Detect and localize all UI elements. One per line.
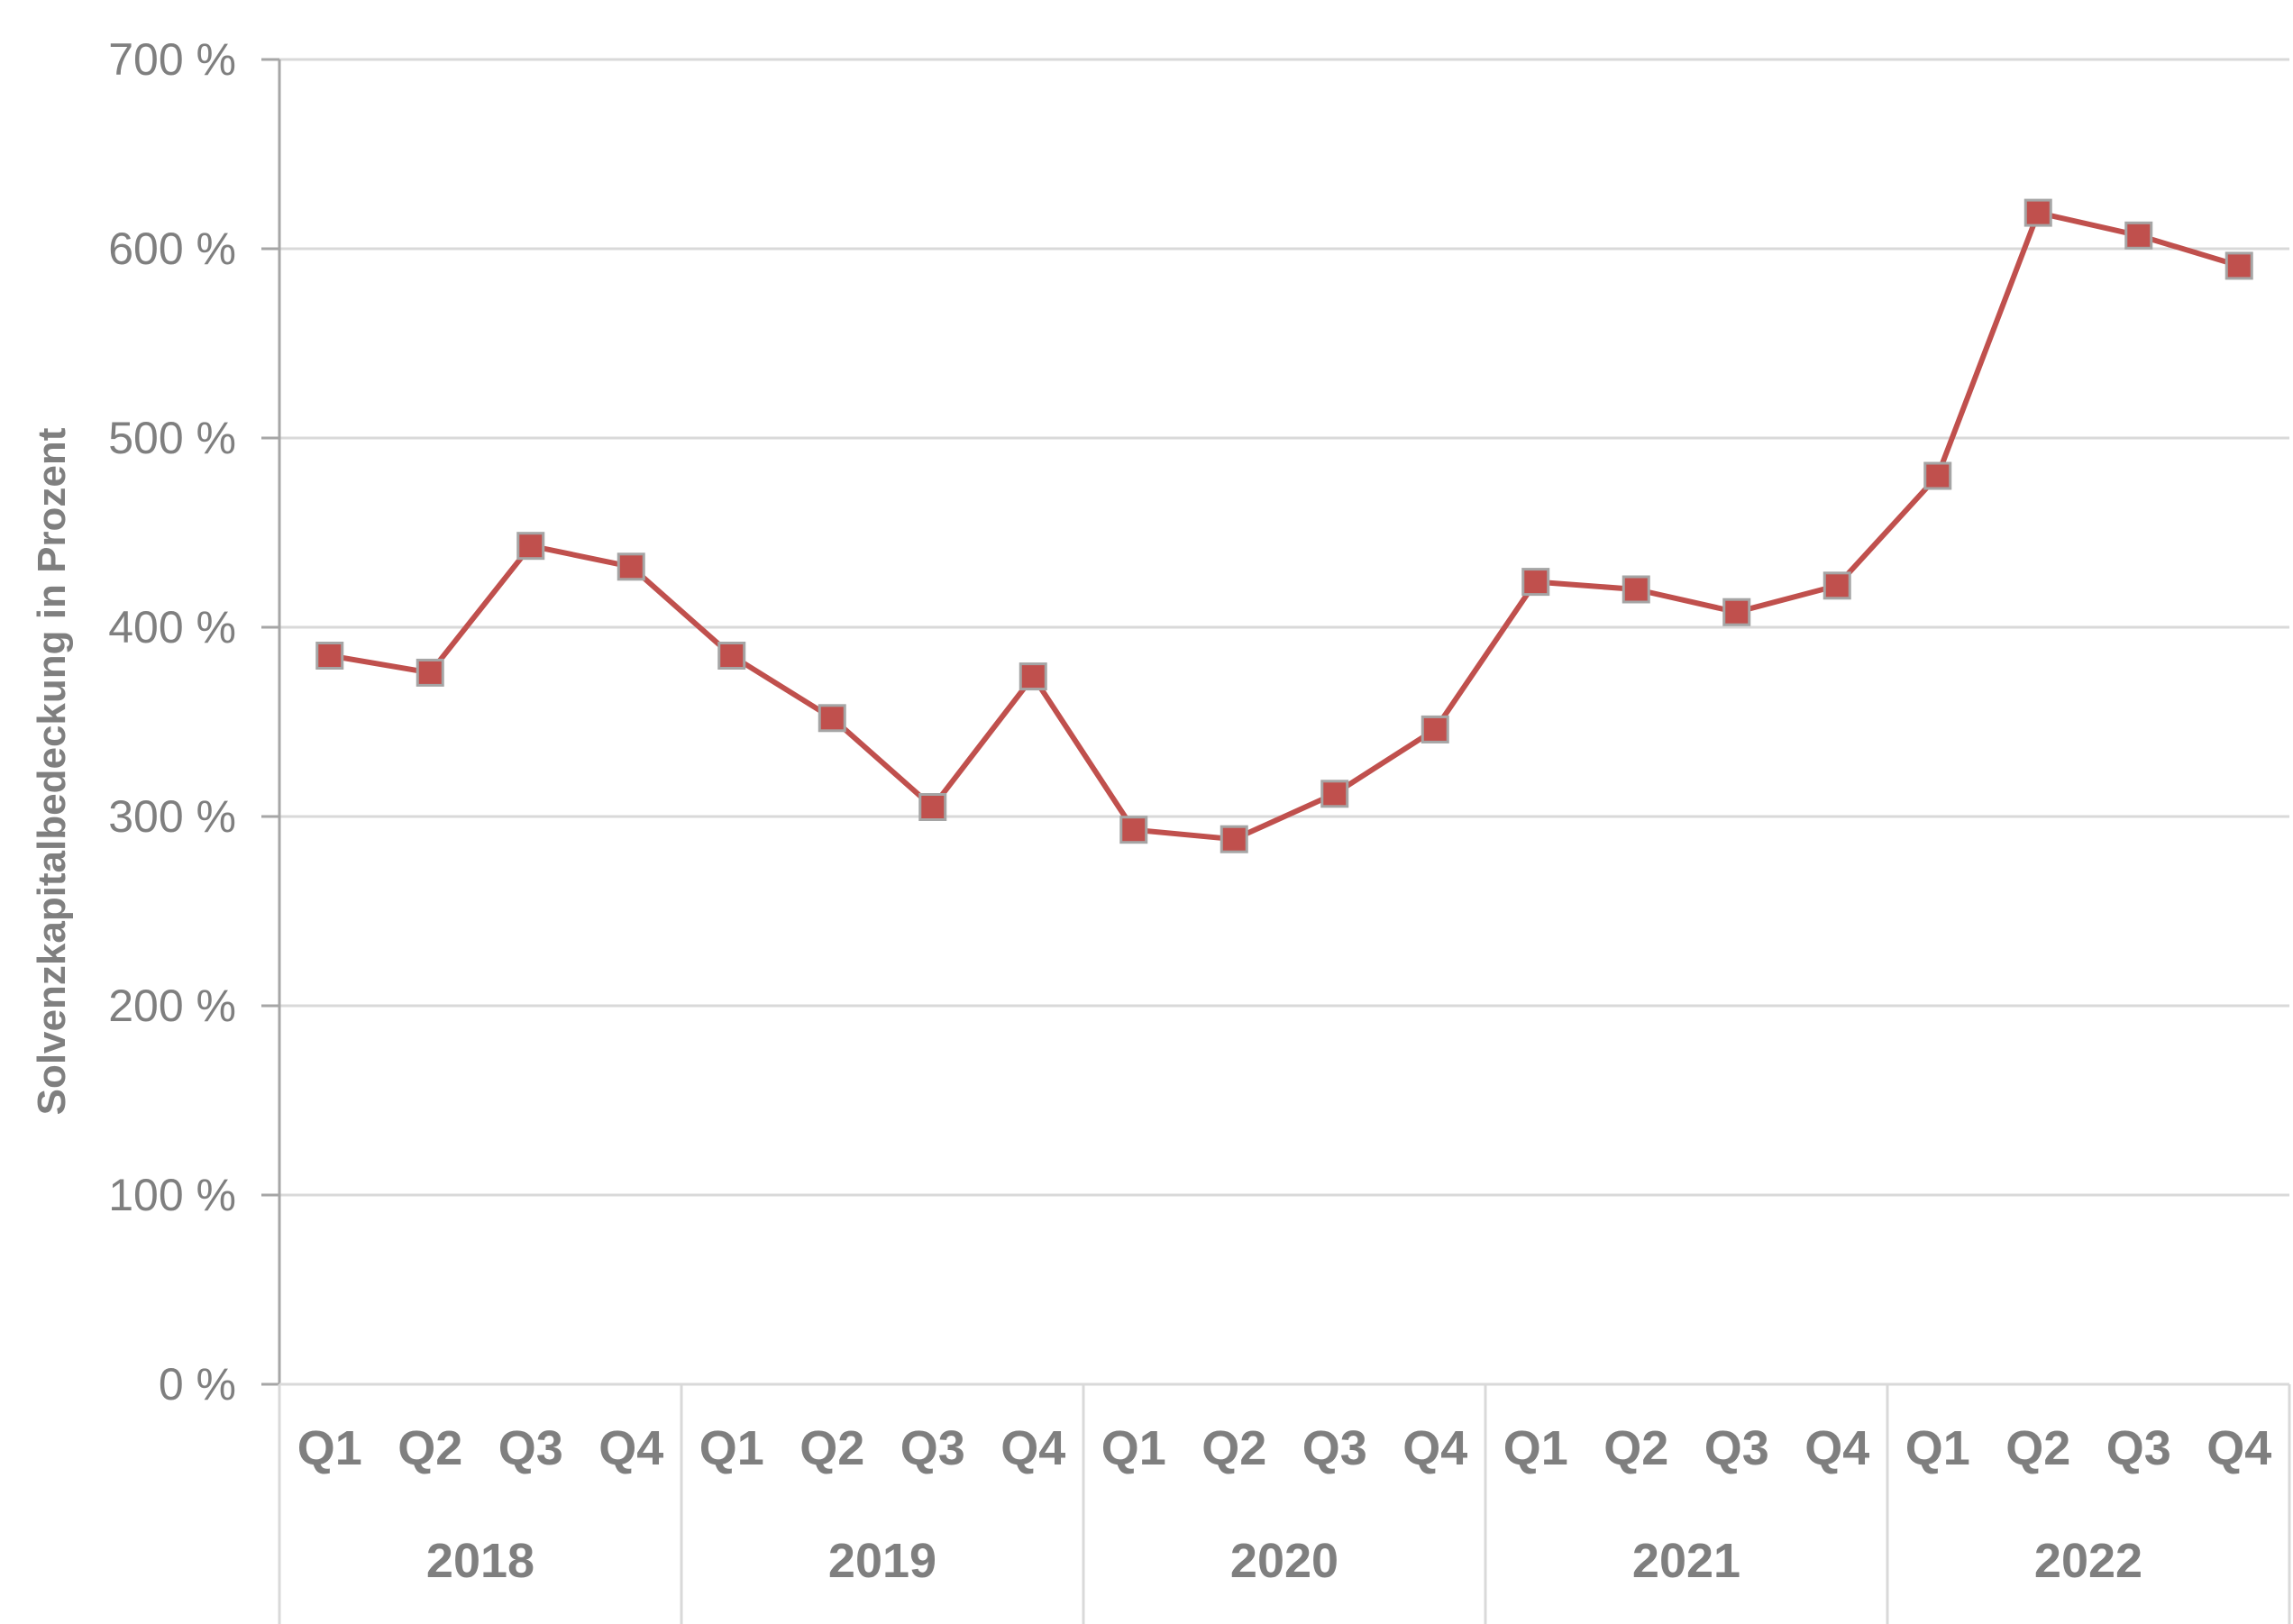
y-tick-label: 200 %	[108, 981, 236, 1031]
y-tick-label: 100 %	[108, 1170, 236, 1220]
x-tick-label-quarter: Q1	[1905, 1421, 1970, 1475]
data-point	[315, 642, 344, 670]
data-point	[2224, 251, 2253, 280]
x-tick-label-quarter: Q3	[1704, 1421, 1769, 1475]
x-tick-label-year: 2020	[1230, 1534, 1338, 1588]
x-tick-label-quarter: Q1	[297, 1421, 362, 1475]
data-point	[416, 658, 444, 687]
x-tick-label-quarter: Q4	[1804, 1421, 1869, 1475]
x-tick-labels: Q1 Q2 Q3 Q4 Q1 Q2 Q3 Q4 Q1 Q2 Q3 Q4 Q1 Q2 Q3 Q4 Q1 Q2 Q3 Q4…	[297, 1421, 2272, 1588]
y-tick-label: 300 %	[108, 791, 236, 842]
x-tick-label-year: 2021	[1632, 1534, 1740, 1588]
axes	[261, 58, 2291, 1624]
data-point	[1823, 571, 1851, 600]
data-point	[1622, 575, 1650, 604]
gridlines	[279, 58, 2289, 1197]
x-tick-label-year: 2018	[426, 1534, 534, 1588]
series	[315, 198, 2253, 853]
x-tick-label-quarter: Q4	[2206, 1421, 2271, 1475]
x-tick-label-quarter: Q1	[1503, 1421, 1568, 1475]
x-tick-label-year: 2019	[828, 1534, 936, 1588]
y-axis-title: Solvenzkapitalbedeckung in Prozent	[30, 427, 74, 1115]
data-point	[818, 704, 846, 733]
x-tick-label-quarter: Q2	[2005, 1421, 2070, 1475]
x-tick-label-quarter: Q1	[1101, 1421, 1166, 1475]
x-tick-label-quarter: Q2	[1201, 1421, 1266, 1475]
data-point	[1421, 715, 1449, 744]
data-point	[918, 793, 947, 821]
x-tick-label-quarter: Q3	[900, 1421, 965, 1475]
data-point	[516, 532, 545, 561]
data-point	[1119, 816, 1148, 844]
data-point	[1019, 662, 1047, 691]
y-tick-label: 0 %	[159, 1359, 236, 1410]
data-point	[617, 552, 645, 581]
x-tick-label-quarter: Q2	[799, 1421, 864, 1475]
x-tick-label-quarter: Q4	[1402, 1421, 1467, 1475]
series-line	[329, 210, 2241, 843]
y-tick-label: 700 %	[108, 34, 236, 85]
data-point	[2124, 221, 2153, 250]
x-tick-label-quarter: Q4	[1000, 1421, 1065, 1475]
x-tick-label-quarter: Q3	[498, 1421, 563, 1475]
data-point	[717, 642, 746, 670]
data-point	[2024, 198, 2052, 227]
y-tick-label: 600 %	[108, 224, 236, 274]
y-tick-labels: 0 % 100 % 200 % 300 % 400 % 500 % 600 % 700 %	[108, 34, 236, 1410]
data-point	[1722, 598, 1751, 626]
data-point	[1521, 568, 1550, 597]
x-tick-label-year: 2022	[2034, 1534, 2142, 1588]
y-tick-label: 500 %	[108, 413, 236, 463]
data-point	[1923, 461, 1952, 490]
x-tick-label-quarter: Q3	[2106, 1421, 2171, 1475]
x-tick-label-quarter: Q2	[397, 1421, 462, 1475]
x-tick-label-quarter: Q3	[1302, 1421, 1367, 1475]
x-tick-label-quarter: Q4	[598, 1421, 663, 1475]
y-tick-label: 400 %	[108, 602, 236, 652]
x-tick-label-quarter: Q1	[699, 1421, 764, 1475]
data-point	[1220, 825, 1248, 853]
x-tick-label-quarter: Q2	[1603, 1421, 1668, 1475]
data-point	[1320, 780, 1349, 808]
